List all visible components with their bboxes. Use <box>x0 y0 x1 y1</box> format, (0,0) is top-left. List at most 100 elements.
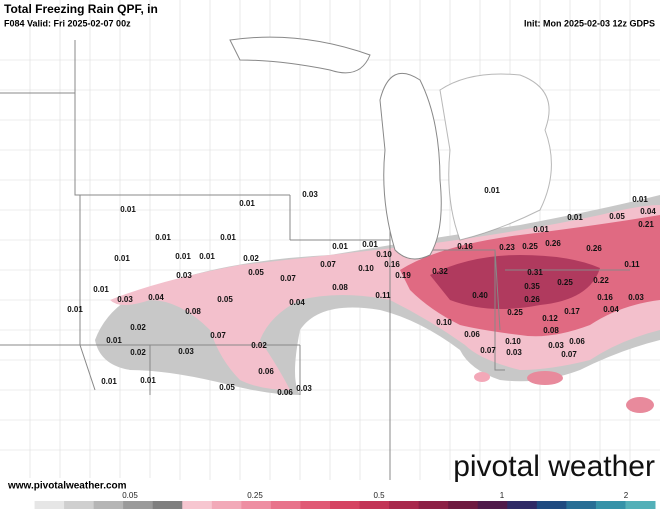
colorbar-swatch <box>34 501 65 509</box>
qpf-label: 0.11 <box>624 260 640 269</box>
qpf-label: 0.07 <box>320 260 336 269</box>
qpf-label: 0.01 <box>533 225 549 234</box>
colorbar-swatch <box>211 501 242 509</box>
qpf-label: 0.04 <box>640 207 656 216</box>
qpf-label: 0.21 <box>638 220 654 229</box>
colorbar-swatch <box>152 501 183 509</box>
colorbar-swatch <box>64 501 95 509</box>
qpf-label: 0.10 <box>376 250 392 259</box>
qpf-label: 0.01 <box>332 242 348 251</box>
qpf-label: 0.05 <box>219 383 235 392</box>
map-title: Total Freezing Rain QPF, in <box>4 2 158 16</box>
colorbar-swatch <box>300 501 331 509</box>
qpf-label: 0.04 <box>603 305 619 314</box>
qpf-label: 0.03 <box>548 341 564 350</box>
qpf-label: 0.17 <box>564 307 580 316</box>
qpf-label: 0.07 <box>280 274 296 283</box>
qpf-label: 0.01 <box>67 305 83 314</box>
qpf-label: 0.01 <box>93 285 109 294</box>
qpf-label: 0.08 <box>332 283 348 292</box>
qpf-label: 0.05 <box>248 268 264 277</box>
qpf-label: 0.10 <box>358 264 374 273</box>
qpf-label: 0.01 <box>175 252 191 261</box>
colorbar-swatch <box>566 501 597 509</box>
qpf-label: 0.02 <box>243 254 259 263</box>
qpf-label: 0.01 <box>199 252 215 261</box>
colorbar-swatch <box>389 501 420 509</box>
colorbar-swatch <box>536 501 567 509</box>
valid-time: F084 Valid: Fri 2025-02-07 00z <box>4 18 131 28</box>
qpf-label: 0.03 <box>506 348 522 357</box>
colorbar-swatch <box>507 501 538 509</box>
colorbar-swatch <box>595 501 626 509</box>
state-borders <box>0 36 630 480</box>
qpf-label: 0.11 <box>375 291 391 300</box>
qpf-label: 0.23 <box>499 243 515 252</box>
qpf-label: 0.19 <box>395 271 411 280</box>
qpf-label: 0.01 <box>101 377 117 386</box>
colorbar-swatch <box>93 501 124 509</box>
qpf-label: 0.03 <box>296 384 312 393</box>
colorbar-swatch <box>448 501 479 509</box>
qpf-label: 0.32 <box>432 267 448 276</box>
qpf-label: 0.04 <box>148 293 164 302</box>
qpf-label: 0.12 <box>542 314 558 323</box>
qpf-label: 0.01 <box>567 213 583 222</box>
qpf-label: 0.07 <box>210 331 226 340</box>
qpf-label: 0.01 <box>140 376 156 385</box>
qpf-label: 0.10 <box>436 318 452 327</box>
qpf-label: 0.16 <box>457 242 473 251</box>
website: www.pivotalweather.com <box>7 481 127 492</box>
qpf-label: 0.25 <box>507 308 523 317</box>
qpf-label: 0.16 <box>384 260 400 269</box>
qpf-label: 0.01 <box>114 254 130 263</box>
qpf-label: 0.26 <box>545 239 561 248</box>
qpf-label: 0.01 <box>155 233 171 242</box>
qpf-label: 0.25 <box>557 278 573 287</box>
qpf-label: 0.22 <box>593 276 609 285</box>
colorbar-swatch <box>241 501 272 509</box>
qpf-label: 0.02 <box>251 341 267 350</box>
qpf-label: 0.40 <box>472 291 488 300</box>
qpf-label: 0.35 <box>524 282 540 291</box>
qpf-label: 0.02 <box>130 348 146 357</box>
qpf-labels: 0.01 0.01 0.03 0.01 0.01 0.01 0.01 0.01 0.03 0.02… <box>67 186 656 397</box>
colorbar-tick-label: 2 <box>624 491 629 500</box>
colorbar-swatch <box>270 501 301 509</box>
qpf-label: 0.01 <box>220 233 236 242</box>
qpf-label: 0.01 <box>120 205 136 214</box>
qpf-label: 0.06 <box>277 388 293 397</box>
init-time: Init: Mon 2025-02-03 12z GDPS <box>524 18 655 28</box>
qpf-label: 0.05 <box>217 295 233 304</box>
qpf-label: 0.01 <box>106 336 122 345</box>
qpf-label: 0.10 <box>505 337 521 346</box>
colorbar-tick-label: 1 <box>500 491 505 500</box>
qpf-label: 0.01 <box>632 195 648 204</box>
qpf-label: 0.25 <box>522 242 538 251</box>
qpf-label: 0.03 <box>117 295 133 304</box>
qpf-label: 0.26 <box>586 244 602 253</box>
website-bg <box>0 478 160 493</box>
qpf-label: 0.08 <box>185 307 201 316</box>
qpf-label: 0.06 <box>258 367 274 376</box>
qpf-label: 0.04 <box>289 298 305 307</box>
colorbar-swatch <box>359 501 390 509</box>
colorbar: 0.05 0.25 0.5 1 2 <box>5 491 656 509</box>
qpf-label: 0.06 <box>569 337 585 346</box>
colorbar-swatch <box>477 501 508 509</box>
qpf-label: 0.26 <box>524 295 540 304</box>
colorbar-swatch <box>5 501 36 509</box>
qpf-label: 0.08 <box>543 326 559 335</box>
qpf-label: 0.07 <box>480 346 496 355</box>
colorbar-tick-label: 0.05 <box>122 491 138 500</box>
qpf-label: 0.16 <box>597 293 613 302</box>
colorbar-swatch <box>418 501 449 509</box>
colorbar-tick-label: 0.5 <box>373 491 385 500</box>
qpf-label: 0.03 <box>178 347 194 356</box>
qpf-label: 0.02 <box>130 323 146 332</box>
logo: pivotal weather <box>453 450 655 483</box>
qpf-label: 0.01 <box>239 199 255 208</box>
colorbar-tick-label: 0.25 <box>247 491 263 500</box>
colorbar-swatch <box>330 501 361 509</box>
